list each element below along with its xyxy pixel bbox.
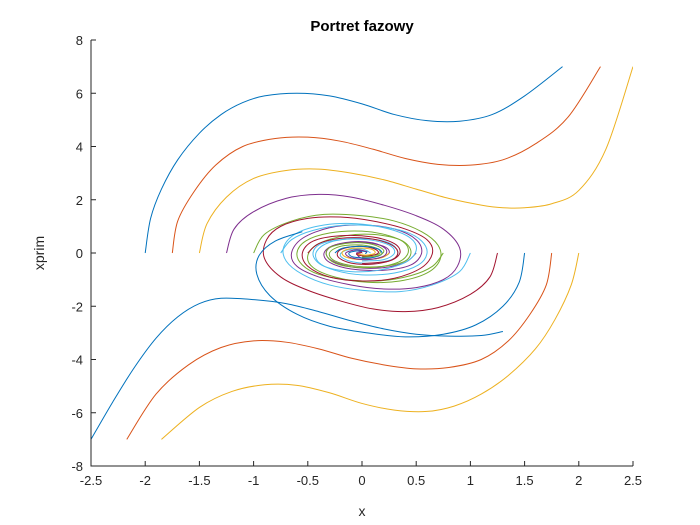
x-tick-label: 1.5 — [516, 473, 534, 488]
y-tick-label: 6 — [76, 86, 83, 101]
plot-area: -2.5 -2 -1.5 -1 -0.5 0 0.5 1 1.5 2 2.5 -8 -6 -4 -2 0 2 4… — [71, 33, 642, 488]
trajectory-lines — [91, 66, 633, 440]
trajectory-line-15 — [255, 231, 526, 338]
y-tick-label: -8 — [71, 459, 83, 474]
y-tick-label: -6 — [71, 406, 83, 421]
y-tick-label: 8 — [76, 33, 83, 48]
x-tick-label: 2.5 — [624, 473, 642, 488]
y-tick-label: 2 — [76, 193, 83, 208]
trajectory-line-13 — [282, 222, 471, 293]
y-tick-label: 4 — [76, 140, 83, 155]
x-tick-label: -1.5 — [188, 473, 210, 488]
trajectory-line-17 — [161, 252, 580, 440]
trajectory-line-16 — [126, 252, 553, 440]
trajectory-line-18 — [91, 297, 504, 440]
trajectory-line-11 — [325, 241, 417, 269]
y-axis-ticks: -8 -6 -4 -2 0 2 4 6 8 — [71, 33, 96, 474]
x-tick-label: -2 — [139, 473, 151, 488]
x-tick-label: 1 — [467, 473, 474, 488]
trajectory-line-8 — [334, 245, 383, 259]
trajectory-line-2 — [171, 66, 601, 254]
x-tick-label: 2 — [575, 473, 582, 488]
trajectory-line-7 — [307, 237, 399, 265]
x-tick-label: 0 — [358, 473, 365, 488]
x-tick-label: -1 — [248, 473, 260, 488]
trajectory-line-1 — [144, 66, 563, 254]
trajectory-line-3 — [198, 66, 633, 254]
x-axis-ticks: -2.5 -2 -1.5 -1 -0.5 0 0.5 1 1.5 2 2.5 — [80, 461, 642, 488]
x-tick-label: -0.5 — [297, 473, 319, 488]
trajectory-line-4 — [226, 193, 462, 290]
trajectory-line-14 — [262, 216, 498, 313]
y-tick-label: -2 — [71, 299, 83, 314]
y-tick-label: 0 — [76, 246, 83, 261]
y-axis-label: xprim — [31, 236, 47, 270]
x-tick-label: 0.5 — [407, 473, 425, 488]
x-tick-label: -2.5 — [80, 473, 102, 488]
x-axis-label: x — [359, 503, 366, 519]
chart-title: Portret fazowy — [310, 18, 414, 35]
y-tick-label: -4 — [71, 353, 83, 368]
